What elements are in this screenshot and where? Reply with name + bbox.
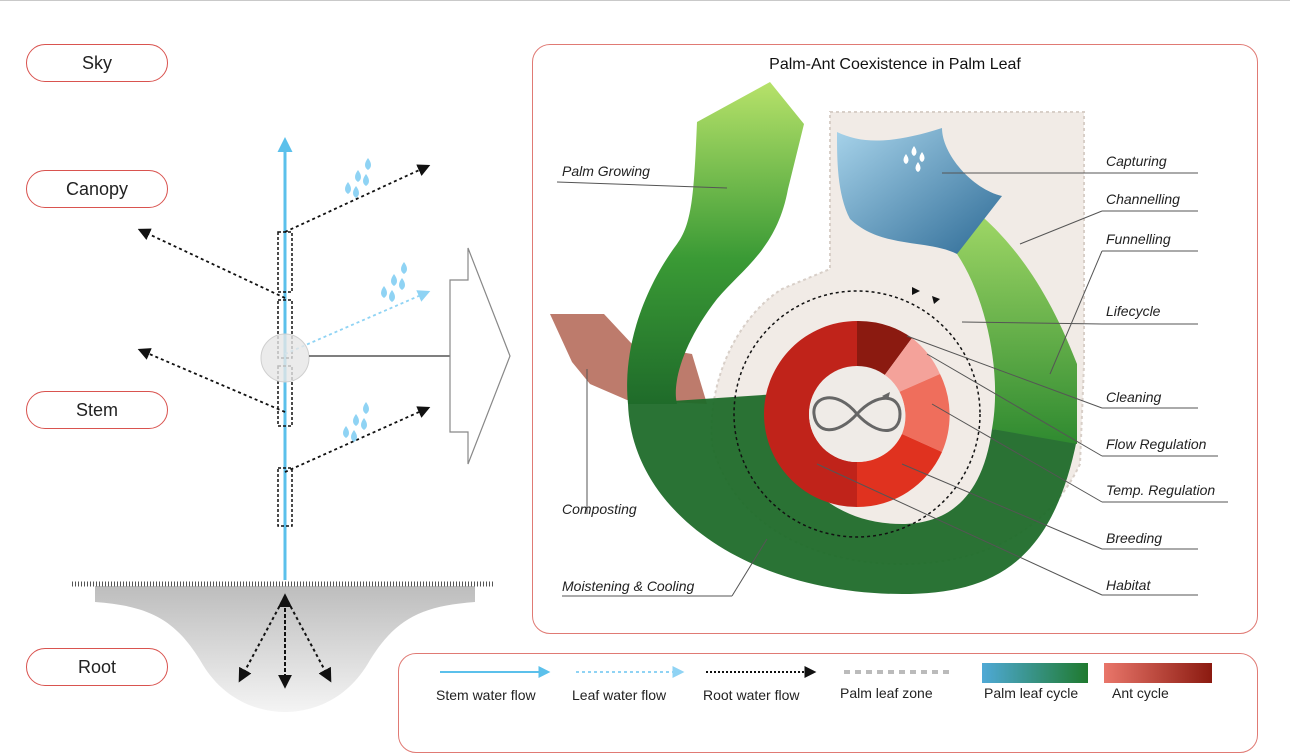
water-drops-icon bbox=[345, 158, 371, 198]
legend-stem-water-flow: Stem water flow bbox=[436, 666, 551, 703]
zoom-focus-circle bbox=[260, 333, 310, 383]
label-channelling: Channelling bbox=[1106, 191, 1180, 207]
zoom-arrow bbox=[449, 247, 511, 465]
diagram-title: Palm-Ant Coexistence in Palm Leaf bbox=[769, 56, 1021, 73]
label-temp-regulation: Temp. Regulation bbox=[1106, 482, 1215, 498]
stem-segments bbox=[277, 231, 293, 527]
svg-text:Ant cycle: Ant cycle bbox=[1112, 685, 1169, 701]
lifecycle-arrowhead bbox=[912, 287, 920, 295]
label-habitat: Habitat bbox=[1106, 577, 1151, 593]
ant-ring-segment bbox=[899, 374, 950, 452]
water-drops-icon bbox=[903, 146, 925, 172]
svg-text:Palm leaf cycle: Palm leaf cycle bbox=[984, 685, 1078, 701]
branch-flow-arrows bbox=[137, 164, 431, 473]
top-border bbox=[0, 0, 1290, 7]
root-water-flow-arrows bbox=[238, 593, 332, 689]
lifecycle-arrowhead bbox=[932, 296, 940, 304]
label-funnelling: Funnelling bbox=[1106, 231, 1171, 247]
legend: Stem water flow Leaf water flow Root wat… bbox=[436, 663, 1212, 703]
level-label-sky: Sky bbox=[81, 52, 112, 73]
coexistence-panel bbox=[532, 44, 1258, 634]
level-pill-stem: Stem bbox=[26, 391, 168, 429]
right-leader-lines bbox=[816, 172, 1228, 596]
label-palm-growing: Palm Growing bbox=[562, 163, 650, 179]
svg-text:Stem water flow: Stem water flow bbox=[436, 687, 536, 703]
label-cleaning: Cleaning bbox=[1106, 389, 1161, 405]
level-pill-root: Root bbox=[26, 648, 168, 686]
level-pill-canopy: Canopy bbox=[26, 170, 168, 208]
lifecycle-circle bbox=[733, 290, 981, 538]
svg-text:Leaf water flow: Leaf water flow bbox=[572, 687, 667, 703]
legend-leaf-water-flow: Leaf water flow bbox=[572, 666, 685, 703]
label-breeding: Breeding bbox=[1106, 530, 1162, 546]
ant-ring-segment bbox=[857, 320, 912, 376]
infinity-arrowhead bbox=[882, 392, 890, 400]
level-label-canopy: Canopy bbox=[65, 178, 129, 199]
infinity-icon bbox=[812, 396, 902, 432]
svg-text:Root water flow: Root water flow bbox=[703, 687, 800, 703]
left-labels bbox=[556, 181, 768, 597]
label-lifecycle: Lifecycle bbox=[1106, 303, 1161, 319]
ant-ring-segment bbox=[884, 338, 940, 392]
water-drops-icon bbox=[343, 402, 369, 442]
ant-ring-segment bbox=[764, 321, 857, 507]
label-moistening-cooling: Moistening & Cooling bbox=[562, 578, 695, 594]
legend-palm-leaf-cycle: Palm leaf cycle bbox=[982, 663, 1088, 701]
plant-schematic bbox=[72, 137, 511, 712]
palm-growing-segment bbox=[627, 82, 804, 404]
level-label-root: Root bbox=[77, 656, 117, 677]
water-drops-icon bbox=[381, 262, 407, 302]
label-composting: Composting bbox=[562, 501, 637, 517]
soil-basin bbox=[72, 581, 493, 712]
ant-cycle-ring bbox=[764, 320, 950, 508]
legend-root-water-flow: Root water flow bbox=[703, 666, 817, 703]
channelling-segment bbox=[957, 196, 1077, 444]
level-label-stem: Stem bbox=[75, 399, 118, 420]
moistening-cooling-segment bbox=[628, 394, 1077, 594]
legend-ant-cycle: Ant cycle bbox=[1104, 663, 1212, 701]
capturing-segment bbox=[837, 128, 1002, 254]
svg-text:Palm leaf zone: Palm leaf zone bbox=[840, 685, 933, 701]
leaf-water-flow-line bbox=[284, 290, 431, 355]
level-pill-sky: Sky bbox=[26, 44, 168, 82]
coexistence-diagram: Palm-Ant Coexistence in Palm Leaf Palm G… bbox=[550, 56, 1228, 597]
legend-palm-leaf-zone: Palm leaf zone bbox=[840, 670, 950, 701]
ant-ring-segment bbox=[857, 434, 942, 508]
label-capturing: Capturing bbox=[1106, 153, 1167, 169]
label-flow-regulation: Flow Regulation bbox=[1106, 436, 1207, 452]
